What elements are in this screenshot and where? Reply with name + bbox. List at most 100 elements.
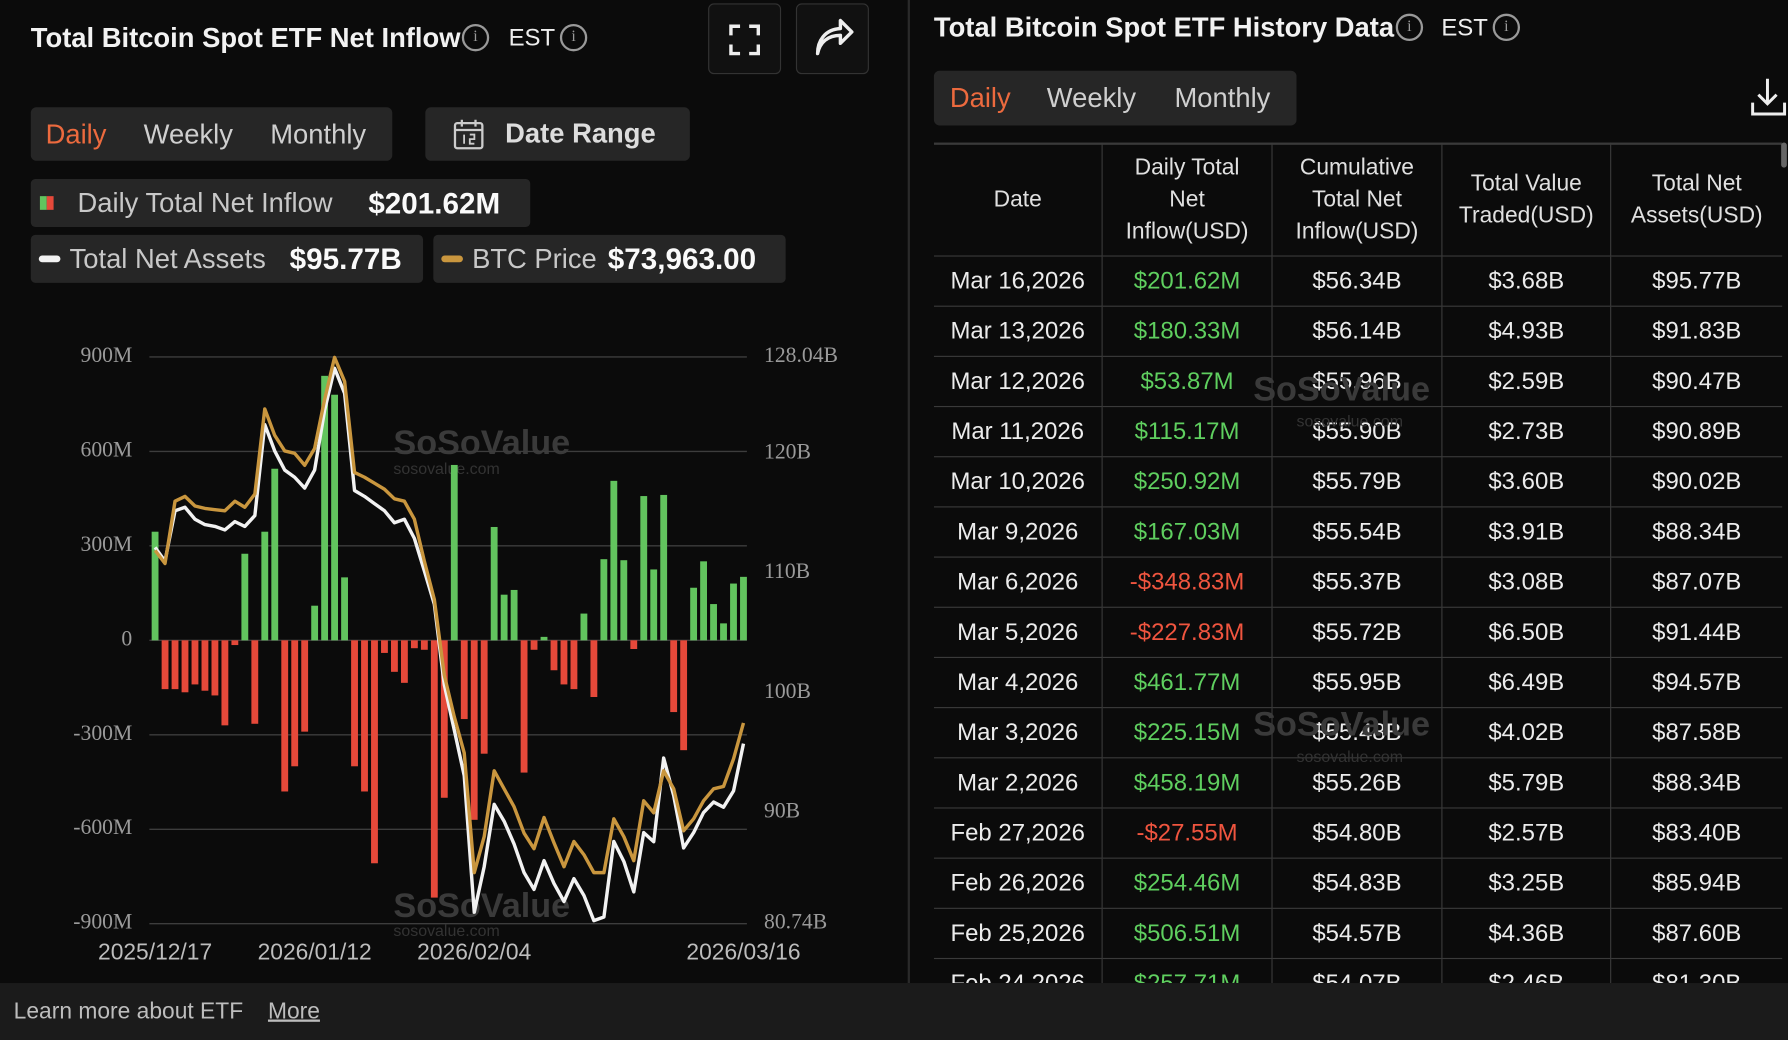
watermark-url: sosovalue.com — [393, 923, 499, 940]
bar — [410, 640, 418, 649]
y-tick-label: 600M — [81, 437, 133, 461]
y2-tick-label: 100B — [764, 679, 811, 703]
bar — [241, 553, 249, 641]
table-cell: Mar 6,2026 — [933, 557, 1103, 608]
tab[interactable]: Weekly — [143, 119, 233, 151]
y-tick-label: 900M — [81, 343, 133, 367]
table-cell: $87.58B — [1611, 708, 1783, 759]
line — [153, 366, 746, 923]
table-cell: -$27.55M — [1102, 808, 1273, 859]
bar — [341, 577, 348, 641]
table-cell: $4.02B — [1442, 708, 1612, 759]
scrollbar[interactable] — [1781, 142, 1787, 168]
table-cell: Feb 26,2026 — [933, 858, 1103, 909]
x-tick-label: 2026/01/12 — [258, 938, 372, 964]
table-cell: $55.90B — [1272, 407, 1443, 458]
bar — [231, 640, 239, 646]
bar — [470, 640, 478, 820]
bar — [430, 640, 438, 898]
bar — [351, 640, 358, 767]
tab[interactable]: Daily — [45, 119, 107, 151]
bar — [500, 594, 508, 641]
table-cell: $180.33M — [1102, 306, 1273, 357]
table-cell: Feb 27,2026 — [933, 808, 1103, 859]
table-cell: $2.57B — [1442, 808, 1612, 859]
bar — [620, 560, 628, 641]
watermark: SoSoValue — [393, 887, 570, 925]
period-tabs — [30, 107, 393, 161]
table-cell: $2.59B — [1442, 356, 1612, 408]
table-cell: $6.50B — [1442, 607, 1612, 659]
bar — [371, 640, 378, 864]
info-icon[interactable]: i — [1395, 13, 1424, 42]
download-icon[interactable] — [1748, 75, 1788, 118]
table-cell: Mar 2,2026 — [933, 758, 1103, 809]
table-cell: $254.46M — [1102, 858, 1273, 909]
date-range-label: Date Range — [505, 118, 656, 150]
bar — [640, 496, 648, 641]
bar — [281, 640, 289, 792]
date-range-button[interactable]: Date Range — [425, 107, 690, 161]
bar — [720, 623, 727, 641]
x-tick-label: 2026/02/04 — [417, 938, 531, 964]
tab[interactable]: Monthly — [1174, 83, 1271, 115]
table-cell: $225.15M — [1102, 708, 1273, 759]
table-cell: -$227.83M — [1102, 607, 1273, 659]
bar — [520, 640, 528, 773]
bar — [291, 640, 299, 767]
table-cell: $458.19M — [1102, 758, 1273, 809]
bar — [730, 583, 737, 641]
info-icon[interactable]: i — [461, 23, 490, 52]
legend-swatch — [39, 196, 47, 210]
divider — [907, 0, 910, 984]
bar — [570, 640, 578, 690]
bar — [151, 531, 159, 641]
legend-swatch — [38, 255, 61, 263]
table-cell: $55.48B — [1272, 708, 1443, 759]
table-cell: $3.08B — [1442, 557, 1612, 608]
info-icon[interactable]: i — [1492, 13, 1521, 42]
table-cell: Mar 11,2026 — [933, 407, 1103, 458]
table-cell: $54.07B — [1273, 959, 1443, 984]
table-cell: $91.83B — [1611, 307, 1783, 357]
table-cell: $90.47B — [1611, 357, 1783, 408]
table-cell: $90.02B — [1611, 457, 1783, 508]
legend-item: Total Net Assets $95.77B — [30, 234, 424, 283]
legend-value: $201.62M — [368, 185, 501, 221]
fullscreen-button[interactable] — [708, 3, 782, 75]
table-cell: $55.54B — [1272, 507, 1443, 558]
watermark: SoSoValue — [1253, 705, 1431, 744]
y2-tick-label: 90B — [764, 799, 800, 823]
table-cell: $506.51M — [1102, 908, 1273, 960]
info-icon[interactable]: i — [559, 23, 588, 52]
legend-swatch — [441, 255, 463, 263]
bar — [490, 526, 498, 641]
bar — [381, 640, 388, 653]
tab[interactable]: Weekly — [1046, 83, 1137, 115]
table-cell: $87.60B — [1611, 909, 1783, 960]
bar — [211, 640, 219, 696]
table-cell: $55.37B — [1272, 557, 1443, 608]
table-cell: $54.57B — [1272, 908, 1443, 960]
share-icon — [815, 18, 854, 56]
share-button[interactable] — [795, 3, 869, 75]
bar — [590, 640, 598, 698]
bar — [660, 494, 668, 641]
table-cell: $5.79B — [1442, 758, 1612, 809]
y-tick-label: 300M — [81, 532, 133, 556]
table-cell: $91.44B — [1611, 608, 1783, 659]
y2-tick-label: 80.74B — [764, 910, 827, 934]
table-cell: $54.80B — [1272, 808, 1443, 859]
table-cell: $85.94B — [1611, 859, 1783, 909]
tab[interactable]: Monthly — [270, 119, 367, 151]
footer-link[interactable]: More — [267, 998, 320, 1025]
table-cell: $55.79B — [1272, 457, 1443, 508]
y-tick-label: -900M — [73, 910, 132, 934]
table-cell: $3.68B — [1442, 256, 1612, 307]
footer: Learn more about ETF More — [0, 983, 1788, 1040]
column-header: Total Value Traded(USD) — [1442, 142, 1612, 257]
table-cell: $2.46B — [1442, 959, 1612, 984]
tab[interactable]: Daily — [949, 83, 1011, 115]
bar — [311, 605, 319, 641]
